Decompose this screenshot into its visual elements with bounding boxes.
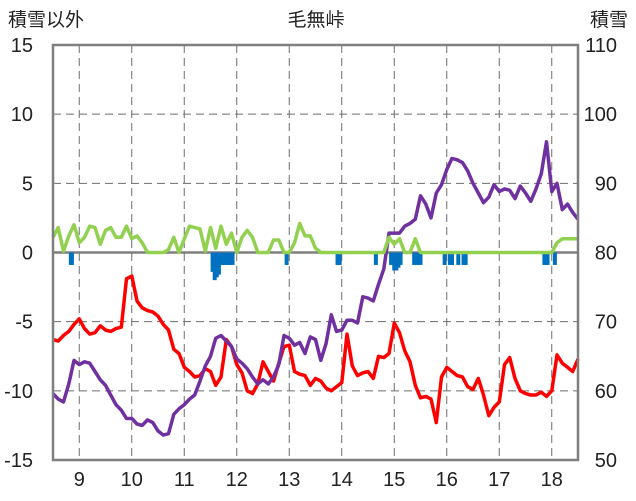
right-axis-label: 積雪 (590, 9, 628, 31)
snow-depth-change-bars (68, 252, 557, 281)
x-tick-label: 15 (383, 469, 405, 491)
snow-bar (412, 252, 417, 265)
snow-bar (335, 252, 340, 265)
x-tick-label: 18 (541, 469, 563, 491)
x-tick-label: 14 (331, 469, 353, 491)
snow-bar (212, 252, 217, 281)
series-line (51, 221, 578, 255)
snow-bar (222, 252, 227, 265)
x-tick-label: 17 (488, 469, 510, 491)
snow-bar (396, 252, 401, 268)
snow-bar (415, 252, 420, 265)
snow-bar (210, 252, 215, 272)
snow-bar (373, 252, 378, 265)
chart-title: 毛無峠 (287, 9, 344, 31)
x-tick-label: 12 (226, 469, 248, 491)
right-axis-ticks: 110 100 90 80 70 60 50 (584, 35, 617, 472)
snow-bar (450, 252, 454, 265)
x-tick-label: 10 (121, 469, 143, 491)
snow-bar (461, 252, 466, 265)
right-tick-label: 60 (595, 381, 617, 403)
left-tick-label: 5 (22, 173, 33, 195)
snow-bar (552, 252, 557, 265)
snow-bar (284, 252, 289, 265)
x-axis-ticks: 9 10 11 12 13 14 15 16 17 18 (74, 469, 563, 491)
snow-bar (389, 252, 394, 265)
snow-bar (69, 252, 74, 265)
snow-bar (456, 252, 461, 265)
right-tick-label: 80 (595, 243, 617, 265)
series-line (51, 140, 580, 437)
left-tick-label: 0 (22, 243, 33, 265)
snow-bar (394, 252, 399, 271)
x-tick-label: 9 (74, 469, 85, 491)
x-tick-label: 16 (436, 469, 458, 491)
snow-bar (418, 252, 423, 265)
snow-bar (227, 252, 232, 265)
snow-bar (220, 252, 225, 265)
snow-bar (337, 252, 342, 265)
right-tick-label: 90 (595, 173, 617, 195)
x-tick-label: 13 (278, 469, 300, 491)
series-lines (51, 140, 580, 437)
left-tick-label: 10 (11, 104, 33, 126)
snow-bar (230, 252, 235, 265)
snow-bar (447, 252, 452, 265)
left-axis-label: 積雪以外 (8, 9, 84, 31)
snow-bar (214, 252, 219, 278)
snow-bar (398, 252, 403, 265)
right-tick-label: 70 (595, 312, 617, 334)
left-tick-label: -10 (4, 381, 33, 403)
left-tick-label: 15 (11, 35, 33, 57)
snow-bar (542, 252, 547, 265)
snow-bar (216, 252, 221, 275)
left-axis-ticks: 15 10 5 0 -5 -10 -15 (4, 35, 33, 472)
snow-bar (442, 252, 447, 265)
right-tick-label: 100 (584, 104, 617, 126)
snow-bar (392, 252, 397, 271)
right-tick-label: 50 (595, 450, 617, 472)
left-tick-label: -15 (4, 450, 33, 472)
snow-bar (545, 252, 550, 265)
right-tick-label: 110 (585, 35, 617, 57)
snow-bar (225, 252, 230, 265)
left-tick-label: -5 (15, 312, 33, 334)
snow-bar (463, 252, 468, 265)
x-tick-label: 11 (174, 469, 195, 491)
plot-frame (51, 43, 580, 462)
series-line (52, 274, 580, 425)
grid-lines (53, 45, 578, 460)
